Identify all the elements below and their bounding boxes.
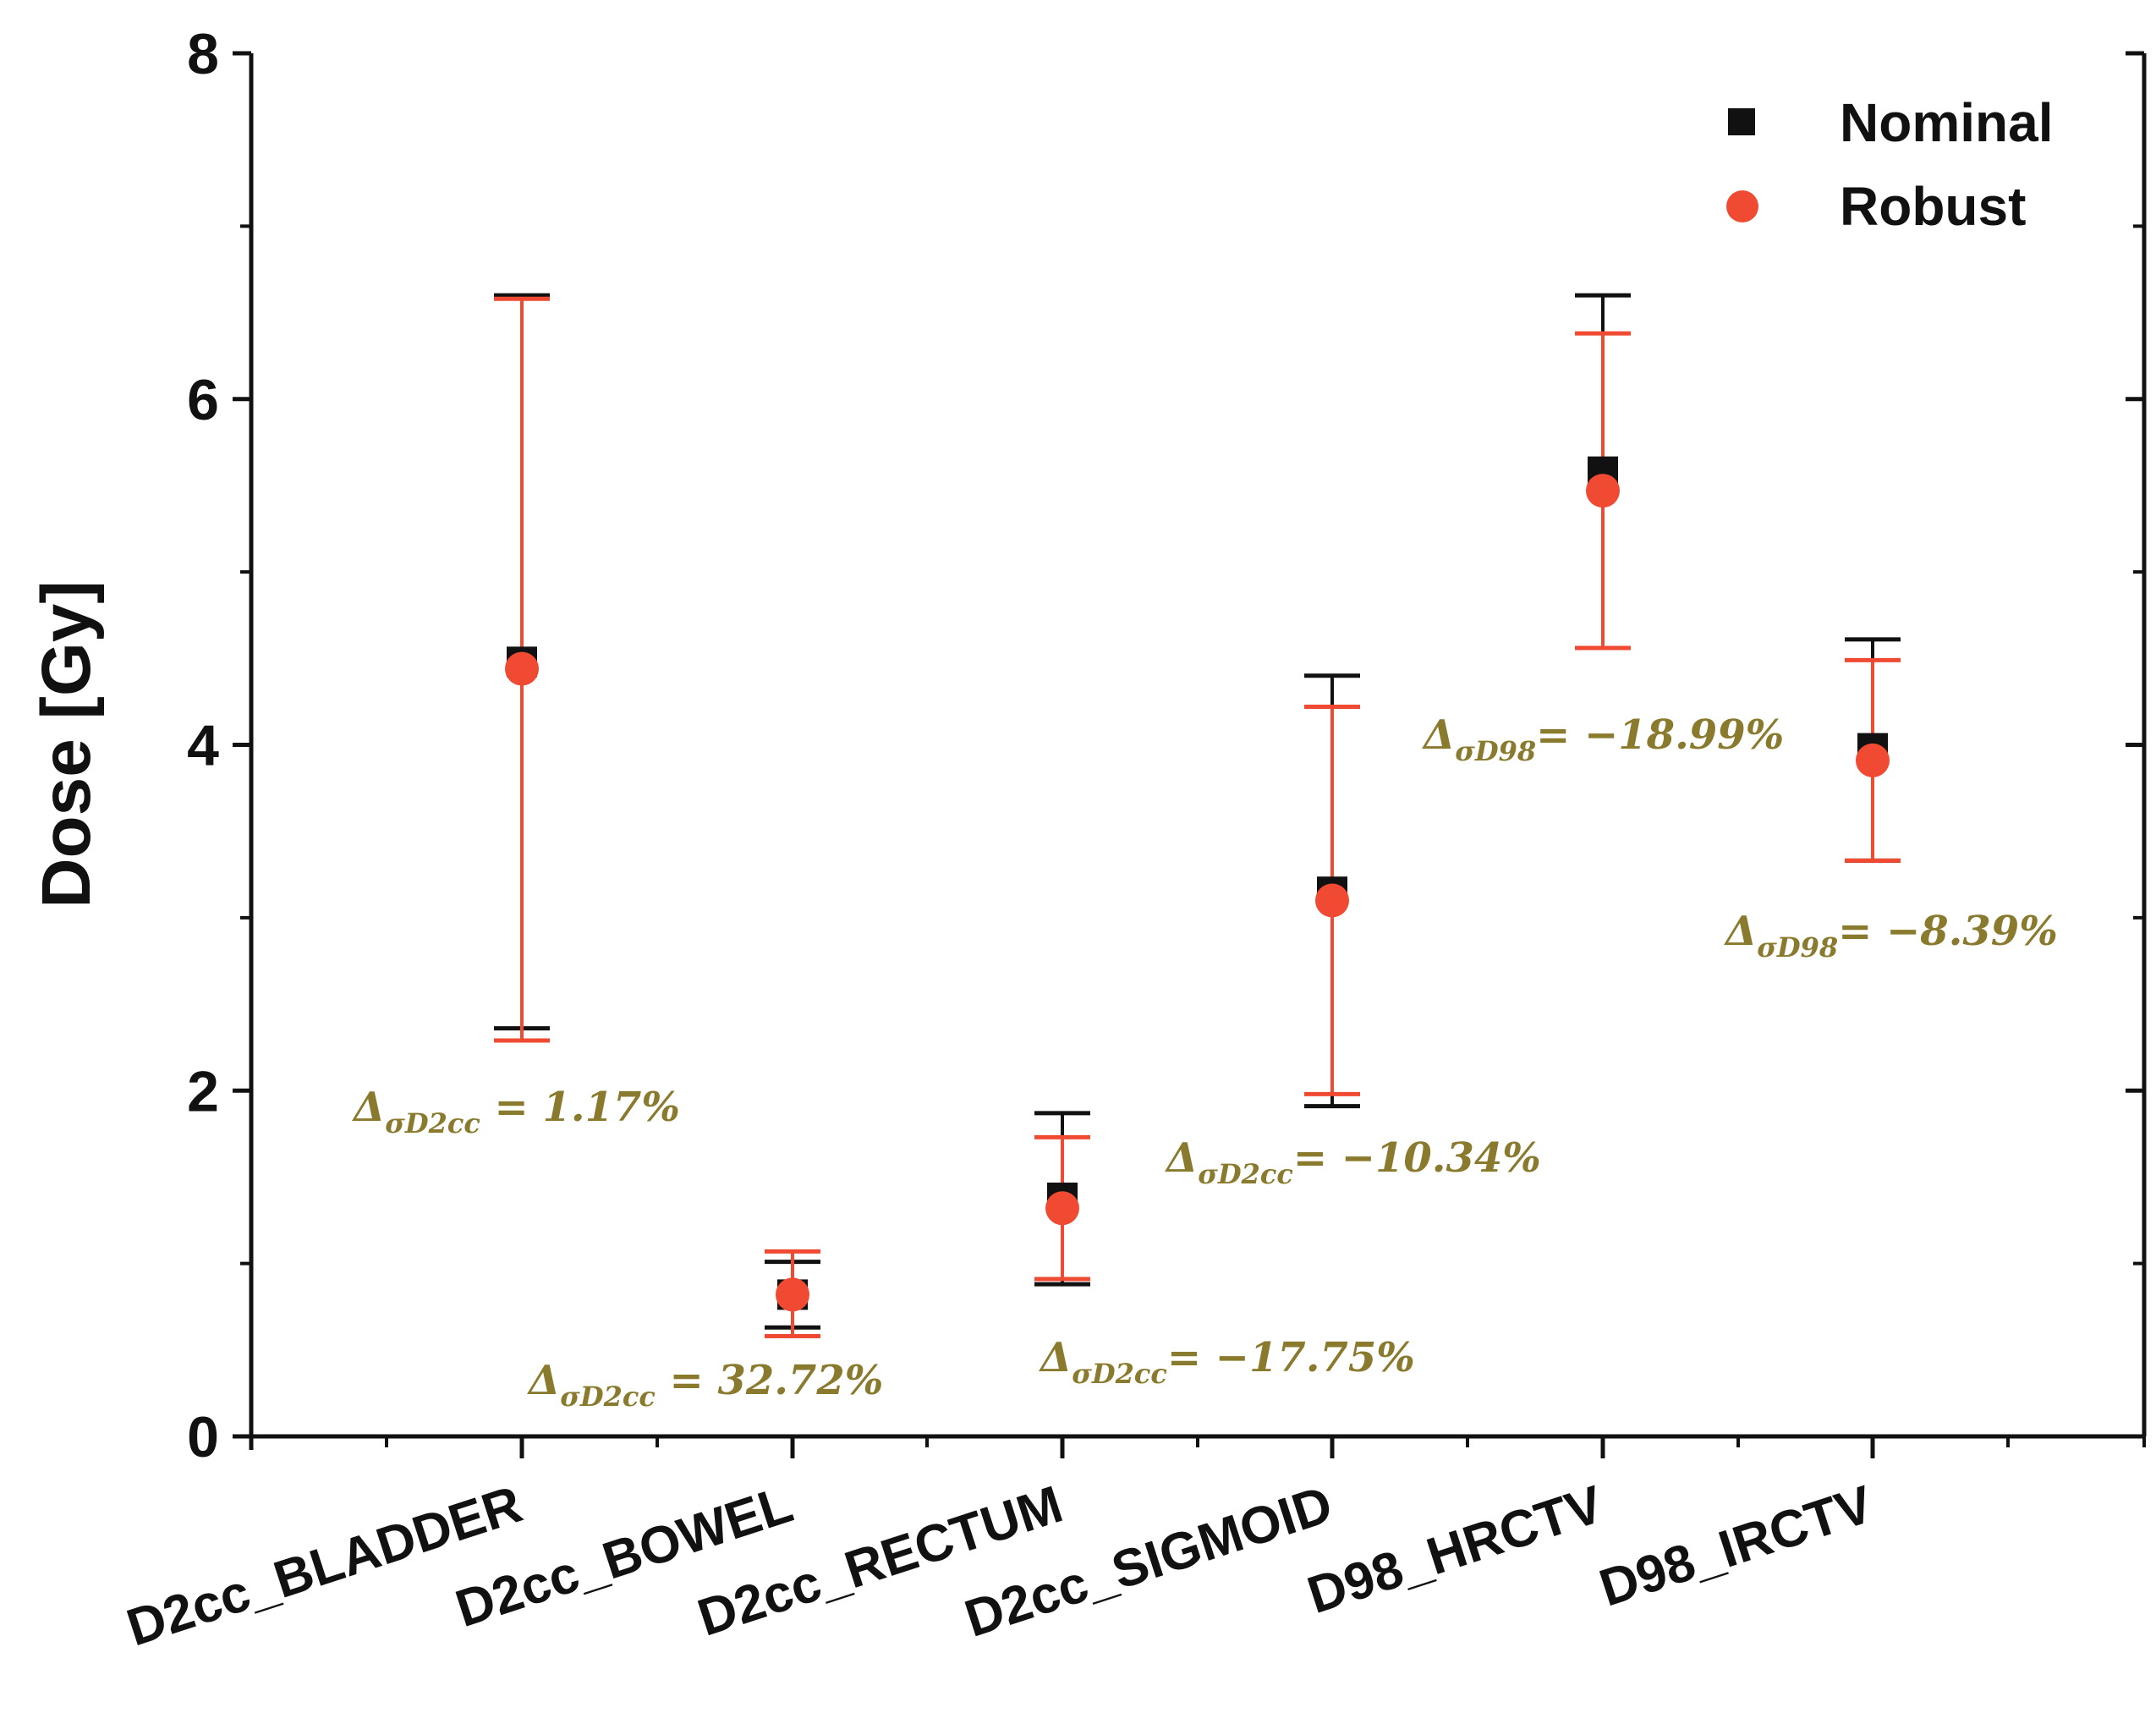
y-tick-label: 4 <box>187 714 219 778</box>
delta-symbol: Δ <box>527 1357 560 1404</box>
legend-nominal-marker <box>1728 108 1755 135</box>
y-tick-label: 0 <box>187 1405 219 1469</box>
delta-subscript: σD98 <box>1757 931 1838 964</box>
delta-annotation: ΔσD2cc= −10.34% <box>1165 1134 1541 1190</box>
delta-value: 1.17% <box>542 1084 680 1131</box>
delta-value: −17.75% <box>1215 1334 1415 1381</box>
x-tick-label: D98_IRCTV <box>1593 1475 1879 1618</box>
delta-symbol: Δ <box>1724 908 1757 955</box>
delta-equals: = <box>480 1084 543 1131</box>
delta-annotation: ΔσD98= −18.99% <box>1422 711 1784 767</box>
x-tick-labels: D2cc_BLADDERD2cc_BOWELD2cc_RECTUMD2cc_SI… <box>120 1475 1879 1658</box>
delta-subscript: σD98 <box>1455 735 1536 767</box>
delta-symbol: Δ <box>352 1084 385 1131</box>
delta-subscript: σD2cc <box>1072 1358 1167 1390</box>
data-markers <box>505 456 1890 1312</box>
y-axis-title: Dose [Gy] <box>28 580 105 908</box>
delta-equals: = <box>1838 908 1886 955</box>
delta-subscript: σD2cc <box>560 1381 656 1413</box>
delta-symbol: Δ <box>1039 1334 1072 1381</box>
x-tick-label: D98_HRCTV <box>1301 1475 1610 1625</box>
delta-subscript: σD2cc <box>1198 1158 1293 1190</box>
legend-robust-marker <box>1726 190 1758 222</box>
delta-equals: = <box>656 1357 718 1404</box>
delta-symbol: Δ <box>1165 1134 1198 1182</box>
y-tick-labels: 0 2 4 6 8 <box>187 22 219 1469</box>
delta-value: 32.72% <box>717 1357 883 1404</box>
robust-point <box>776 1277 809 1312</box>
delta-value: −8.39% <box>1886 908 2058 955</box>
axes <box>233 51 2147 1458</box>
delta-subscript: σD2cc <box>385 1107 480 1139</box>
legend-robust-label: Robust <box>1840 176 2026 237</box>
robust-point <box>1586 474 1620 508</box>
legend: Nominal Robust <box>1726 92 2053 237</box>
delta-annotation: ΔσD2cc= −17.75% <box>1039 1334 1415 1390</box>
delta-symbol: Δ <box>1422 711 1455 759</box>
robust-point <box>505 651 539 686</box>
y-tick-label: 6 <box>187 368 219 432</box>
y-tick-label: 8 <box>187 22 219 86</box>
robust-point <box>1045 1191 1079 1226</box>
annotations: ΔσD2cc = 1.17%ΔσD2cc = 32.72% ΔσD2cc= −17… <box>352 711 2058 1413</box>
delta-equals: = <box>1536 711 1584 759</box>
legend-nominal-label: Nominal <box>1840 92 2053 153</box>
robust-point <box>1856 743 1890 777</box>
robust-point <box>1315 883 1349 918</box>
delta-annotation: ΔσD2cc = 1.17% <box>352 1084 680 1139</box>
delta-annotation: ΔσD98= −8.39% <box>1724 908 2058 964</box>
delta-equals: = <box>1293 1134 1341 1182</box>
delta-value: −10.34% <box>1341 1134 1541 1182</box>
delta-equals: = <box>1167 1334 1215 1381</box>
delta-annotation: ΔσD2cc = 32.72% <box>527 1357 883 1413</box>
delta-value: −18.99% <box>1584 711 1784 759</box>
y-tick-label: 2 <box>187 1059 219 1123</box>
